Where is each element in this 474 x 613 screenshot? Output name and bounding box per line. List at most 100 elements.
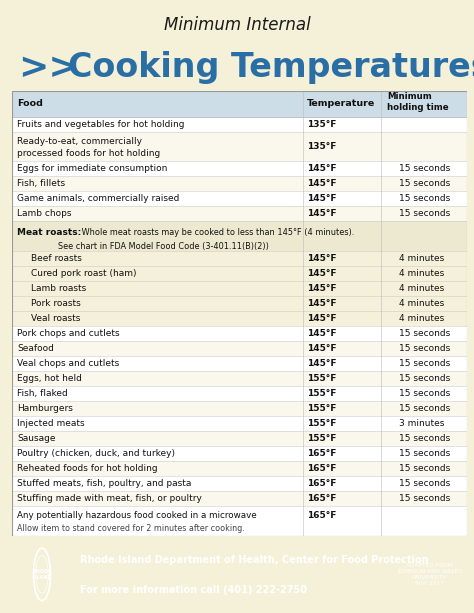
Text: 135°F: 135°F bbox=[307, 142, 336, 151]
Text: 155°F: 155°F bbox=[307, 389, 336, 398]
FancyBboxPatch shape bbox=[12, 416, 467, 431]
Text: 145°F: 145°F bbox=[307, 344, 336, 353]
FancyBboxPatch shape bbox=[12, 446, 467, 461]
Text: 145°F: 145°F bbox=[307, 210, 336, 218]
Text: 135°F: 135°F bbox=[307, 120, 336, 129]
Text: 4 minutes: 4 minutes bbox=[399, 254, 444, 263]
Text: Ready-to-eat, commercially: Ready-to-eat, commercially bbox=[18, 137, 142, 146]
FancyBboxPatch shape bbox=[12, 161, 467, 177]
Text: Poultry (chicken, duck, and turkey): Poultry (chicken, duck, and turkey) bbox=[18, 449, 175, 458]
Text: 15 seconds: 15 seconds bbox=[399, 344, 450, 353]
Text: 145°F: 145°F bbox=[307, 314, 336, 323]
Text: Pork roasts: Pork roasts bbox=[31, 299, 81, 308]
Text: 155°F: 155°F bbox=[307, 374, 336, 383]
Text: Cured pork roast (ham): Cured pork roast (ham) bbox=[31, 269, 137, 278]
Text: 145°F: 145°F bbox=[307, 359, 336, 368]
Text: Lamb chops: Lamb chops bbox=[18, 210, 72, 218]
FancyBboxPatch shape bbox=[12, 371, 467, 386]
Text: Cooking Temperatures: Cooking Temperatures bbox=[68, 51, 474, 84]
Text: 15 seconds: 15 seconds bbox=[399, 479, 450, 488]
FancyBboxPatch shape bbox=[12, 116, 467, 132]
Text: Beef roasts: Beef roasts bbox=[31, 254, 82, 263]
Text: Allow item to stand covered for 2 minutes after cooking.: Allow item to stand covered for 2 minute… bbox=[18, 524, 245, 533]
Text: 165°F: 165°F bbox=[307, 479, 336, 488]
Text: Pork chops and cutlets: Pork chops and cutlets bbox=[18, 329, 120, 338]
Text: Injected meats: Injected meats bbox=[18, 419, 85, 428]
Text: Temperature: Temperature bbox=[307, 99, 375, 108]
Text: Reheated foods for hot holding: Reheated foods for hot holding bbox=[18, 464, 158, 473]
Text: See chart in FDA Model Food Code (3-401.11(B)(2)): See chart in FDA Model Food Code (3-401.… bbox=[58, 242, 269, 251]
Text: 15 seconds: 15 seconds bbox=[399, 404, 450, 413]
Text: 155°F: 155°F bbox=[307, 419, 336, 428]
Text: Seafood: Seafood bbox=[18, 344, 54, 353]
Text: Sausage: Sausage bbox=[18, 434, 56, 443]
Text: Food: Food bbox=[18, 99, 43, 108]
Text: >>: >> bbox=[18, 51, 79, 85]
Text: Stuffing made with meat, fish, or poultry: Stuffing made with meat, fish, or poultr… bbox=[18, 494, 202, 503]
FancyBboxPatch shape bbox=[12, 221, 467, 251]
Text: 155°F: 155°F bbox=[307, 404, 336, 413]
Text: Hamburgers: Hamburgers bbox=[18, 404, 73, 413]
Text: 4 minutes: 4 minutes bbox=[399, 314, 444, 323]
FancyBboxPatch shape bbox=[12, 281, 467, 296]
Text: 145°F: 145°F bbox=[307, 194, 336, 204]
FancyBboxPatch shape bbox=[12, 461, 467, 476]
Text: 15 seconds: 15 seconds bbox=[399, 389, 450, 398]
Text: Minimum
holding time: Minimum holding time bbox=[387, 92, 449, 112]
Text: 15 seconds: 15 seconds bbox=[399, 210, 450, 218]
Text: RHODE
ISLAND: RHODE ISLAND bbox=[32, 569, 52, 580]
Text: Rhode Island Department of Health, Center for Food Protection: Rhode Island Department of Health, Cente… bbox=[80, 555, 428, 565]
Text: 15 seconds: 15 seconds bbox=[399, 164, 450, 173]
Text: Fish, fillets: Fish, fillets bbox=[18, 180, 65, 188]
Text: Veal roasts: Veal roasts bbox=[31, 314, 80, 323]
FancyBboxPatch shape bbox=[12, 326, 467, 341]
Text: 15 seconds: 15 seconds bbox=[399, 464, 450, 473]
FancyBboxPatch shape bbox=[12, 177, 467, 191]
Text: Eggs for immediate consumption: Eggs for immediate consumption bbox=[18, 164, 168, 173]
Text: Any potentially hazardous food cooked in a microwave: Any potentially hazardous food cooked in… bbox=[18, 511, 257, 520]
Text: Fish, flaked: Fish, flaked bbox=[18, 389, 68, 398]
Text: 4 minutes: 4 minutes bbox=[399, 284, 444, 293]
FancyBboxPatch shape bbox=[12, 431, 467, 446]
Text: Minimum Internal: Minimum Internal bbox=[164, 17, 310, 34]
Text: 145°F: 145°F bbox=[307, 269, 336, 278]
Text: 165°F: 165°F bbox=[307, 464, 336, 473]
FancyBboxPatch shape bbox=[12, 191, 467, 207]
FancyBboxPatch shape bbox=[12, 386, 467, 401]
Text: Whole meat roasts may be cooked to less than 145°F (4 minutes).: Whole meat roasts may be cooked to less … bbox=[79, 228, 354, 237]
Text: 155°F: 155°F bbox=[307, 434, 336, 443]
FancyBboxPatch shape bbox=[12, 401, 467, 416]
FancyBboxPatch shape bbox=[12, 341, 467, 356]
Text: 145°F: 145°F bbox=[307, 254, 336, 263]
Text: Game animals, commercially raised: Game animals, commercially raised bbox=[18, 194, 180, 204]
FancyBboxPatch shape bbox=[12, 207, 467, 221]
Text: 145°F: 145°F bbox=[307, 329, 336, 338]
FancyBboxPatch shape bbox=[12, 311, 467, 326]
Text: Fruits and vegetables for hot holding: Fruits and vegetables for hot holding bbox=[18, 120, 185, 129]
Text: 15 seconds: 15 seconds bbox=[399, 449, 450, 458]
Text: processed foods for hot holding: processed foods for hot holding bbox=[18, 150, 161, 159]
Text: 145°F: 145°F bbox=[307, 164, 336, 173]
Text: Eggs, hot held: Eggs, hot held bbox=[18, 374, 82, 383]
Text: ADAPTED FROM
JOHNSON AND WALES
UNIVERSITY
MAY 2017: ADAPTED FROM JOHNSON AND WALES UNIVERSIT… bbox=[397, 563, 462, 585]
Text: For more information call (401) 222-2750: For more information call (401) 222-2750 bbox=[80, 585, 307, 595]
Text: Veal chops and cutlets: Veal chops and cutlets bbox=[18, 359, 119, 368]
FancyBboxPatch shape bbox=[12, 506, 467, 536]
FancyBboxPatch shape bbox=[12, 251, 467, 266]
Text: 145°F: 145°F bbox=[307, 284, 336, 293]
Text: 145°F: 145°F bbox=[307, 180, 336, 188]
Text: Stuffed meats, fish, poultry, and pasta: Stuffed meats, fish, poultry, and pasta bbox=[18, 479, 191, 488]
Text: 15 seconds: 15 seconds bbox=[399, 180, 450, 188]
FancyBboxPatch shape bbox=[12, 491, 467, 506]
Text: 15 seconds: 15 seconds bbox=[399, 494, 450, 503]
FancyBboxPatch shape bbox=[12, 296, 467, 311]
Text: 165°F: 165°F bbox=[307, 449, 336, 458]
Text: 4 minutes: 4 minutes bbox=[399, 269, 444, 278]
FancyBboxPatch shape bbox=[12, 356, 467, 371]
Text: 15 seconds: 15 seconds bbox=[399, 359, 450, 368]
FancyBboxPatch shape bbox=[12, 132, 467, 161]
Text: Lamb roasts: Lamb roasts bbox=[31, 284, 86, 293]
Text: 165°F: 165°F bbox=[307, 494, 336, 503]
Text: Meat roasts:: Meat roasts: bbox=[18, 228, 82, 237]
Text: 15 seconds: 15 seconds bbox=[399, 434, 450, 443]
